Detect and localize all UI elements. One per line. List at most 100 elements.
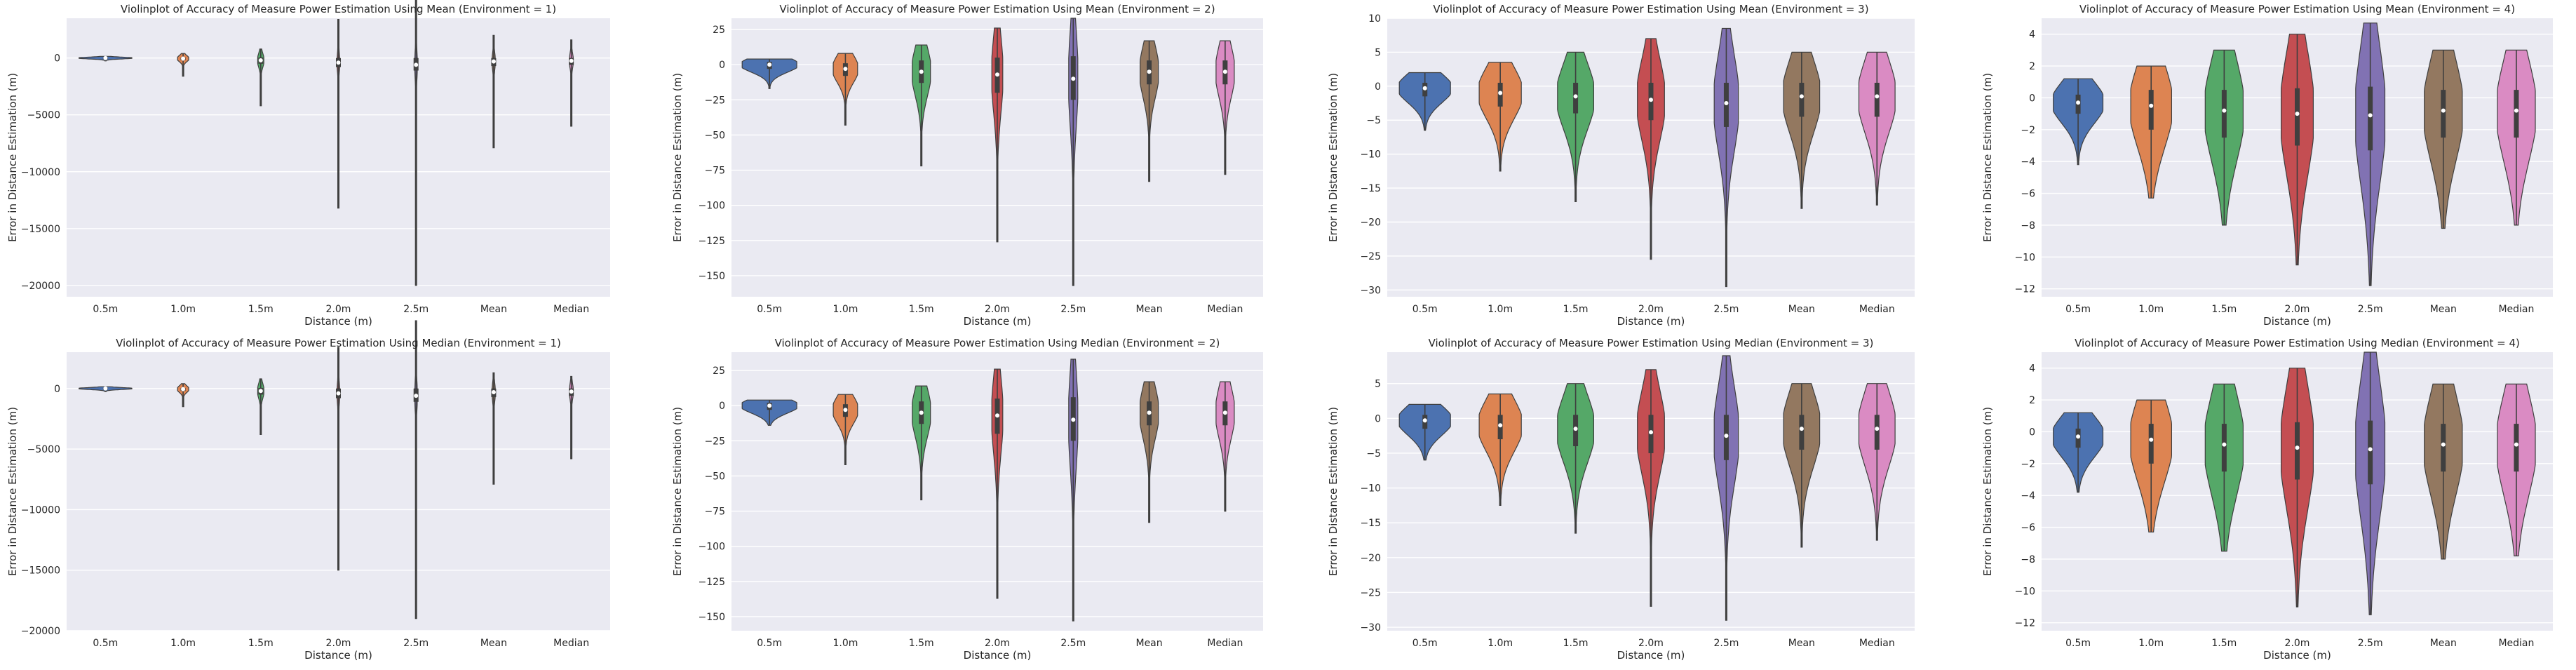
y-tick-label: 2 (2029, 395, 2035, 406)
chart-panel-8: −12 −10 −8 −6 −4 −2 0 2 4 0.5m 1.0m 1.5m 2.0m 2.5m Mea… (1981, 337, 2553, 662)
violin-iqr-box (2514, 90, 2519, 138)
x-tick-label: 1.5m (1563, 304, 1589, 315)
chart-panel-4: −12 −10 −8 −6 −4 −2 0 2 4 0.5m 1.0m 1.5m 2.0m 2.5m Mea… (1981, 3, 2553, 328)
y-tick-label: −5 (1366, 115, 1381, 126)
violin-iqr-box (2148, 424, 2154, 464)
x-tick-label: Mean (480, 638, 507, 649)
y-tick-label: −100 (699, 201, 725, 212)
y-tick-label: −10 (2014, 252, 2035, 263)
x-tick-label: 1.0m (832, 304, 858, 315)
x-axis-label: Distance (m) (1617, 649, 1685, 662)
x-tick-label: Mean (1788, 638, 1815, 649)
x-tick-label: Mean (1135, 304, 1162, 315)
y-tick-label: −6 (2021, 189, 2035, 200)
y-tick-label: −4 (2021, 490, 2035, 502)
y-tick-label: −125 (699, 577, 725, 588)
violin-median-dot (181, 56, 186, 61)
x-tick-label: 1.0m (1488, 304, 1513, 315)
y-tick-label: −30 (1360, 285, 1381, 296)
y-tick-label: −8 (2021, 220, 2035, 232)
y-tick-label: −15000 (21, 224, 60, 235)
chart-title: Violinplot of Accuracy of Measure Power … (779, 3, 1215, 15)
y-tick-label: 4 (2029, 29, 2035, 41)
y-tick-label: −25 (1360, 587, 1381, 598)
chart-title: Violinplot of Accuracy of Measure Power … (775, 337, 1220, 349)
chart-title: Violinplot of Accuracy of Measure Power … (1429, 337, 1874, 349)
y-tick-label: 4 (2029, 363, 2035, 375)
x-tick-label: 0.5m (2065, 638, 2091, 649)
violin-median-dot (414, 394, 419, 398)
violin-median-dot (2295, 112, 2300, 116)
x-tick-label: 2.0m (326, 638, 351, 649)
chart-panel-5: −20000 −15000 −10000 −5000 0 0.5m 1.0m 1.5m 2.0m… (6, 320, 610, 662)
violin-iqr-box (2514, 424, 2519, 472)
y-tick-label: −150 (699, 612, 725, 623)
violin-median-dot (2514, 442, 2518, 447)
x-axis-label: Distance (m) (304, 315, 372, 328)
x-tick-label: 1.5m (909, 304, 934, 315)
x-axis-label: Distance (m) (1617, 315, 1685, 328)
violin-median-dot (843, 408, 848, 413)
x-tick-label: Median (1859, 304, 1895, 315)
y-tick-label: −12 (2014, 284, 2035, 295)
y-axis-label: Error in Distance Estimation (m) (6, 73, 19, 242)
x-tick-label: Median (553, 304, 589, 315)
violin-median-dot (1422, 418, 1427, 423)
y-tick-label: −5 (1366, 448, 1381, 460)
x-tick-label: 2.0m (1638, 304, 1664, 315)
y-tick-label: 0 (1375, 413, 1381, 424)
violin-iqr-box (2368, 420, 2373, 485)
x-tick-label: 1.5m (248, 304, 274, 315)
x-axis-label: Distance (m) (304, 649, 372, 662)
violin-median-dot (2149, 103, 2154, 108)
y-tick-label: −100 (699, 542, 725, 553)
x-tick-label: 0.5m (93, 304, 118, 315)
violin-median-dot (2441, 108, 2446, 113)
y-tick-label: −15000 (21, 565, 60, 577)
violin-iqr-box (2221, 424, 2227, 472)
violin-median-dot (569, 58, 574, 63)
x-tick-label: 1.0m (2138, 638, 2164, 649)
violin-median-dot (181, 387, 186, 391)
x-tick-label: Mean (1135, 638, 1162, 649)
y-tick-label: −12 (2014, 618, 2035, 629)
x-tick-label: 1.5m (2211, 638, 2237, 649)
violin-iqr-box (2221, 90, 2227, 138)
chart-title: Violinplot of Accuracy of Measure Power … (116, 337, 561, 349)
violin-iqr-box (2148, 90, 2154, 130)
violin-median-dot (1071, 417, 1076, 422)
violin-median-dot (491, 389, 496, 394)
violin-iqr-box (1874, 82, 1880, 117)
violin-median-dot (1573, 94, 1578, 99)
x-tick-label: 1.5m (909, 638, 934, 649)
x-tick-label: Median (553, 638, 589, 649)
x-tick-label: 0.5m (93, 638, 118, 649)
y-tick-label: −20000 (21, 626, 60, 637)
x-tick-label: Mean (2430, 638, 2457, 649)
x-tick-label: Mean (480, 304, 507, 315)
chart-title: Violinplot of Accuracy of Measure Power … (1433, 3, 1868, 15)
x-tick-label: Mean (1788, 304, 1815, 315)
y-tick-label: 0 (719, 401, 725, 412)
y-tick-label: −20000 (21, 281, 60, 292)
violin-median-dot (258, 58, 263, 62)
x-tick-label: 2.0m (985, 638, 1010, 649)
x-tick-label: 0.5m (1412, 304, 1438, 315)
y-tick-label: −150 (699, 271, 725, 282)
violin-median-dot (1422, 86, 1427, 91)
x-tick-label: 2.5m (1713, 638, 1739, 649)
y-tick-label: −10 (1360, 149, 1381, 161)
x-tick-label: Mean (2430, 304, 2457, 315)
y-tick-label: −25 (704, 436, 725, 447)
violin-median-dot (1649, 430, 1653, 435)
x-tick-label: Median (2498, 304, 2534, 315)
x-tick-label: 2.0m (326, 304, 351, 315)
chart-panel-3: −30 −25 −20 −15 −10 −5 0 5 10 0.5m 1.0m 1.5m 2.0m 2.5… (1327, 3, 1915, 328)
y-tick-label: −2 (2021, 125, 2035, 136)
y-tick-label: −30 (1360, 622, 1381, 634)
violin-median-dot (1222, 69, 1227, 74)
violin-iqr-box (1799, 82, 1805, 117)
y-tick-label: −75 (704, 507, 725, 518)
violin-median-dot (919, 410, 924, 415)
